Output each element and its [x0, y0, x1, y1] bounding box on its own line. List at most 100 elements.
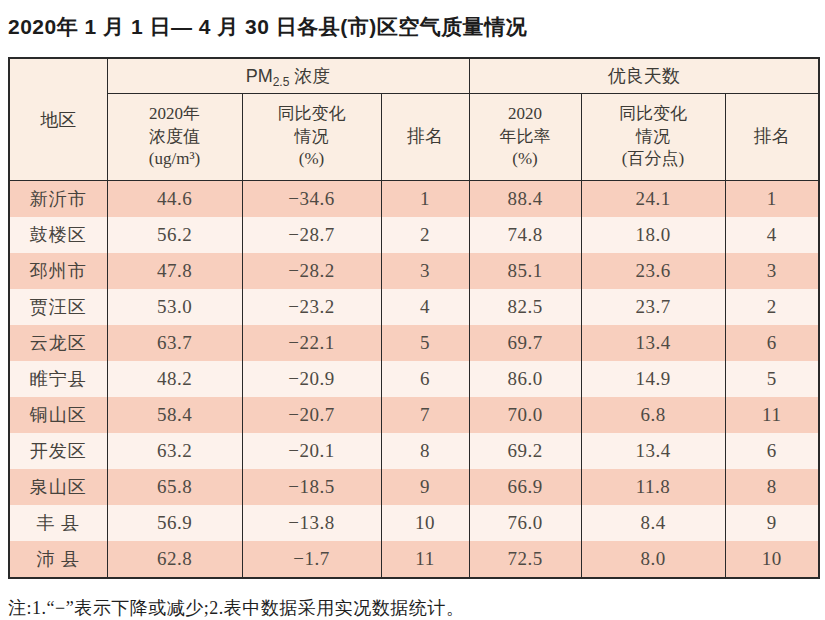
cell-pm-change: −18.5	[242, 469, 381, 505]
pm-suffix: 浓度	[289, 66, 330, 86]
cell-pm-value: 65.8	[107, 469, 242, 505]
cell-pm-value: 63.7	[107, 325, 242, 361]
cell-pm-change: −1.7	[242, 541, 381, 578]
sub-header-row: 2020年 浓度值 (ug/m³) 同比变化 情况 (%) 排名 2020 年比…	[9, 94, 819, 181]
cell-good-ratio: 70.0	[469, 397, 581, 433]
table-row: 鼓楼区 56.2 −28.7 2 74.8 18.0 4	[9, 217, 819, 253]
cell-pm-value: 56.2	[107, 217, 242, 253]
cell-good-rank: 3	[725, 253, 819, 289]
cell-region: 丰 县	[9, 505, 107, 541]
cell-region: 邳州市	[9, 253, 107, 289]
air-quality-table: 地区 PM2.5 浓度 优良天数 2020年 浓度值 (ug/m³) 同比变化 …	[8, 57, 820, 579]
cell-pm-change: −20.7	[242, 397, 381, 433]
cell-good-ratio: 74.8	[469, 217, 581, 253]
good-rank-header: 排名	[725, 94, 819, 181]
cell-pm-rank: 9	[381, 469, 469, 505]
cell-good-ratio: 88.4	[469, 181, 581, 218]
table-row: 贾汪区 53.0 −23.2 4 82.5 23.7 2	[9, 289, 819, 325]
cell-good-ratio: 66.9	[469, 469, 581, 505]
cell-good-ratio: 85.1	[469, 253, 581, 289]
table-row: 云龙区 63.7 −22.1 5 69.7 13.4 6	[9, 325, 819, 361]
cell-region: 泉山区	[9, 469, 107, 505]
cell-pm-value: 56.9	[107, 505, 242, 541]
cell-region: 云龙区	[9, 325, 107, 361]
cell-pm-rank: 11	[381, 541, 469, 578]
page-title: 2020年 1 月 1 日— 4 月 30 日各县(市)区空气质量情况	[0, 0, 825, 41]
cell-pm-change: −34.6	[242, 181, 381, 218]
cell-pm-change: −20.1	[242, 433, 381, 469]
cell-good-change: 11.8	[581, 469, 725, 505]
cell-good-change: 6.8	[581, 397, 725, 433]
footnote: 注:1.“−”表示下降或减少;2.表中数据采用实况数据统计。	[8, 596, 825, 620]
cell-pm-rank: 7	[381, 397, 469, 433]
cell-good-change: 23.6	[581, 253, 725, 289]
table-row: 睢宁县 48.2 −20.9 6 86.0 14.9 5	[9, 361, 819, 397]
cell-good-change: 13.4	[581, 433, 725, 469]
cell-pm-change: −28.2	[242, 253, 381, 289]
cell-good-change: 14.9	[581, 361, 725, 397]
cell-region: 新沂市	[9, 181, 107, 218]
table-header: 地区 PM2.5 浓度 优良天数 2020年 浓度值 (ug/m³) 同比变化 …	[9, 58, 819, 181]
table-row: 丰 县 56.9 −13.8 10 76.0 8.4 9	[9, 505, 819, 541]
cell-region: 鼓楼区	[9, 217, 107, 253]
cell-good-ratio: 69.2	[469, 433, 581, 469]
cell-good-change: 8.4	[581, 505, 725, 541]
cell-region: 睢宁县	[9, 361, 107, 397]
pm-value-header: 2020年 浓度值 (ug/m³)	[107, 94, 242, 181]
cell-good-rank: 1	[725, 181, 819, 218]
cell-good-rank: 11	[725, 397, 819, 433]
table-row: 邳州市 47.8 −28.2 3 85.1 23.6 3	[9, 253, 819, 289]
pm-change-header: 同比变化 情况 (%)	[242, 94, 381, 181]
table-row: 铜山区 58.4 −20.7 7 70.0 6.8 11	[9, 397, 819, 433]
article-page: 2020年 1 月 1 日— 4 月 30 日各县(市)区空气质量情况 地区 P…	[0, 0, 825, 620]
cell-good-rank: 6	[725, 325, 819, 361]
cell-good-rank: 9	[725, 505, 819, 541]
table-row: 新沂市 44.6 −34.6 1 88.4 24.1 1	[9, 181, 819, 218]
cell-good-ratio: 86.0	[469, 361, 581, 397]
cell-pm-change: −23.2	[242, 289, 381, 325]
cell-pm-rank: 3	[381, 253, 469, 289]
cell-pm-rank: 1	[381, 181, 469, 218]
pm-subscript: 2.5	[273, 75, 290, 89]
cell-good-change: 23.7	[581, 289, 725, 325]
region-column-header: 地区	[9, 58, 107, 181]
cell-pm-value: 44.6	[107, 181, 242, 218]
cell-region: 开发区	[9, 433, 107, 469]
cell-pm-rank: 5	[381, 325, 469, 361]
cell-good-rank: 4	[725, 217, 819, 253]
cell-good-ratio: 69.7	[469, 325, 581, 361]
cell-good-change: 13.4	[581, 325, 725, 361]
cell-pm-value: 48.2	[107, 361, 242, 397]
cell-pm-value: 58.4	[107, 397, 242, 433]
group-header-row: 地区 PM2.5 浓度 优良天数	[9, 58, 819, 94]
cell-good-rank: 5	[725, 361, 819, 397]
cell-good-rank: 10	[725, 541, 819, 578]
pm25-group-header: PM2.5 浓度	[107, 58, 469, 94]
table-row: 泉山区 65.8 −18.5 9 66.9 11.8 8	[9, 469, 819, 505]
cell-region: 铜山区	[9, 397, 107, 433]
cell-good-ratio: 82.5	[469, 289, 581, 325]
cell-pm-change: −13.8	[242, 505, 381, 541]
cell-good-change: 18.0	[581, 217, 725, 253]
table-row: 沛 县 62.8 −1.7 11 72.5 8.0 10	[9, 541, 819, 578]
cell-pm-value: 53.0	[107, 289, 242, 325]
cell-good-ratio: 72.5	[469, 541, 581, 578]
cell-pm-value: 63.2	[107, 433, 242, 469]
pm-prefix: PM	[246, 66, 273, 86]
cell-pm-value: 62.8	[107, 541, 242, 578]
cell-good-change: 24.1	[581, 181, 725, 218]
table-row: 开发区 63.2 −20.1 8 69.2 13.4 6	[9, 433, 819, 469]
cell-pm-rank: 10	[381, 505, 469, 541]
cell-good-ratio: 76.0	[469, 505, 581, 541]
good-ratio-header: 2020 年比率 (%)	[469, 94, 581, 181]
good-days-group-header: 优良天数	[469, 58, 819, 94]
cell-good-change: 8.0	[581, 541, 725, 578]
cell-good-rank: 2	[725, 289, 819, 325]
cell-region: 贾汪区	[9, 289, 107, 325]
pm-rank-header: 排名	[381, 94, 469, 181]
cell-good-rank: 6	[725, 433, 819, 469]
cell-pm-rank: 4	[381, 289, 469, 325]
cell-pm-value: 47.8	[107, 253, 242, 289]
cell-pm-rank: 6	[381, 361, 469, 397]
table-body: 新沂市 44.6 −34.6 1 88.4 24.1 1 鼓楼区 56.2 −2…	[9, 181, 819, 579]
